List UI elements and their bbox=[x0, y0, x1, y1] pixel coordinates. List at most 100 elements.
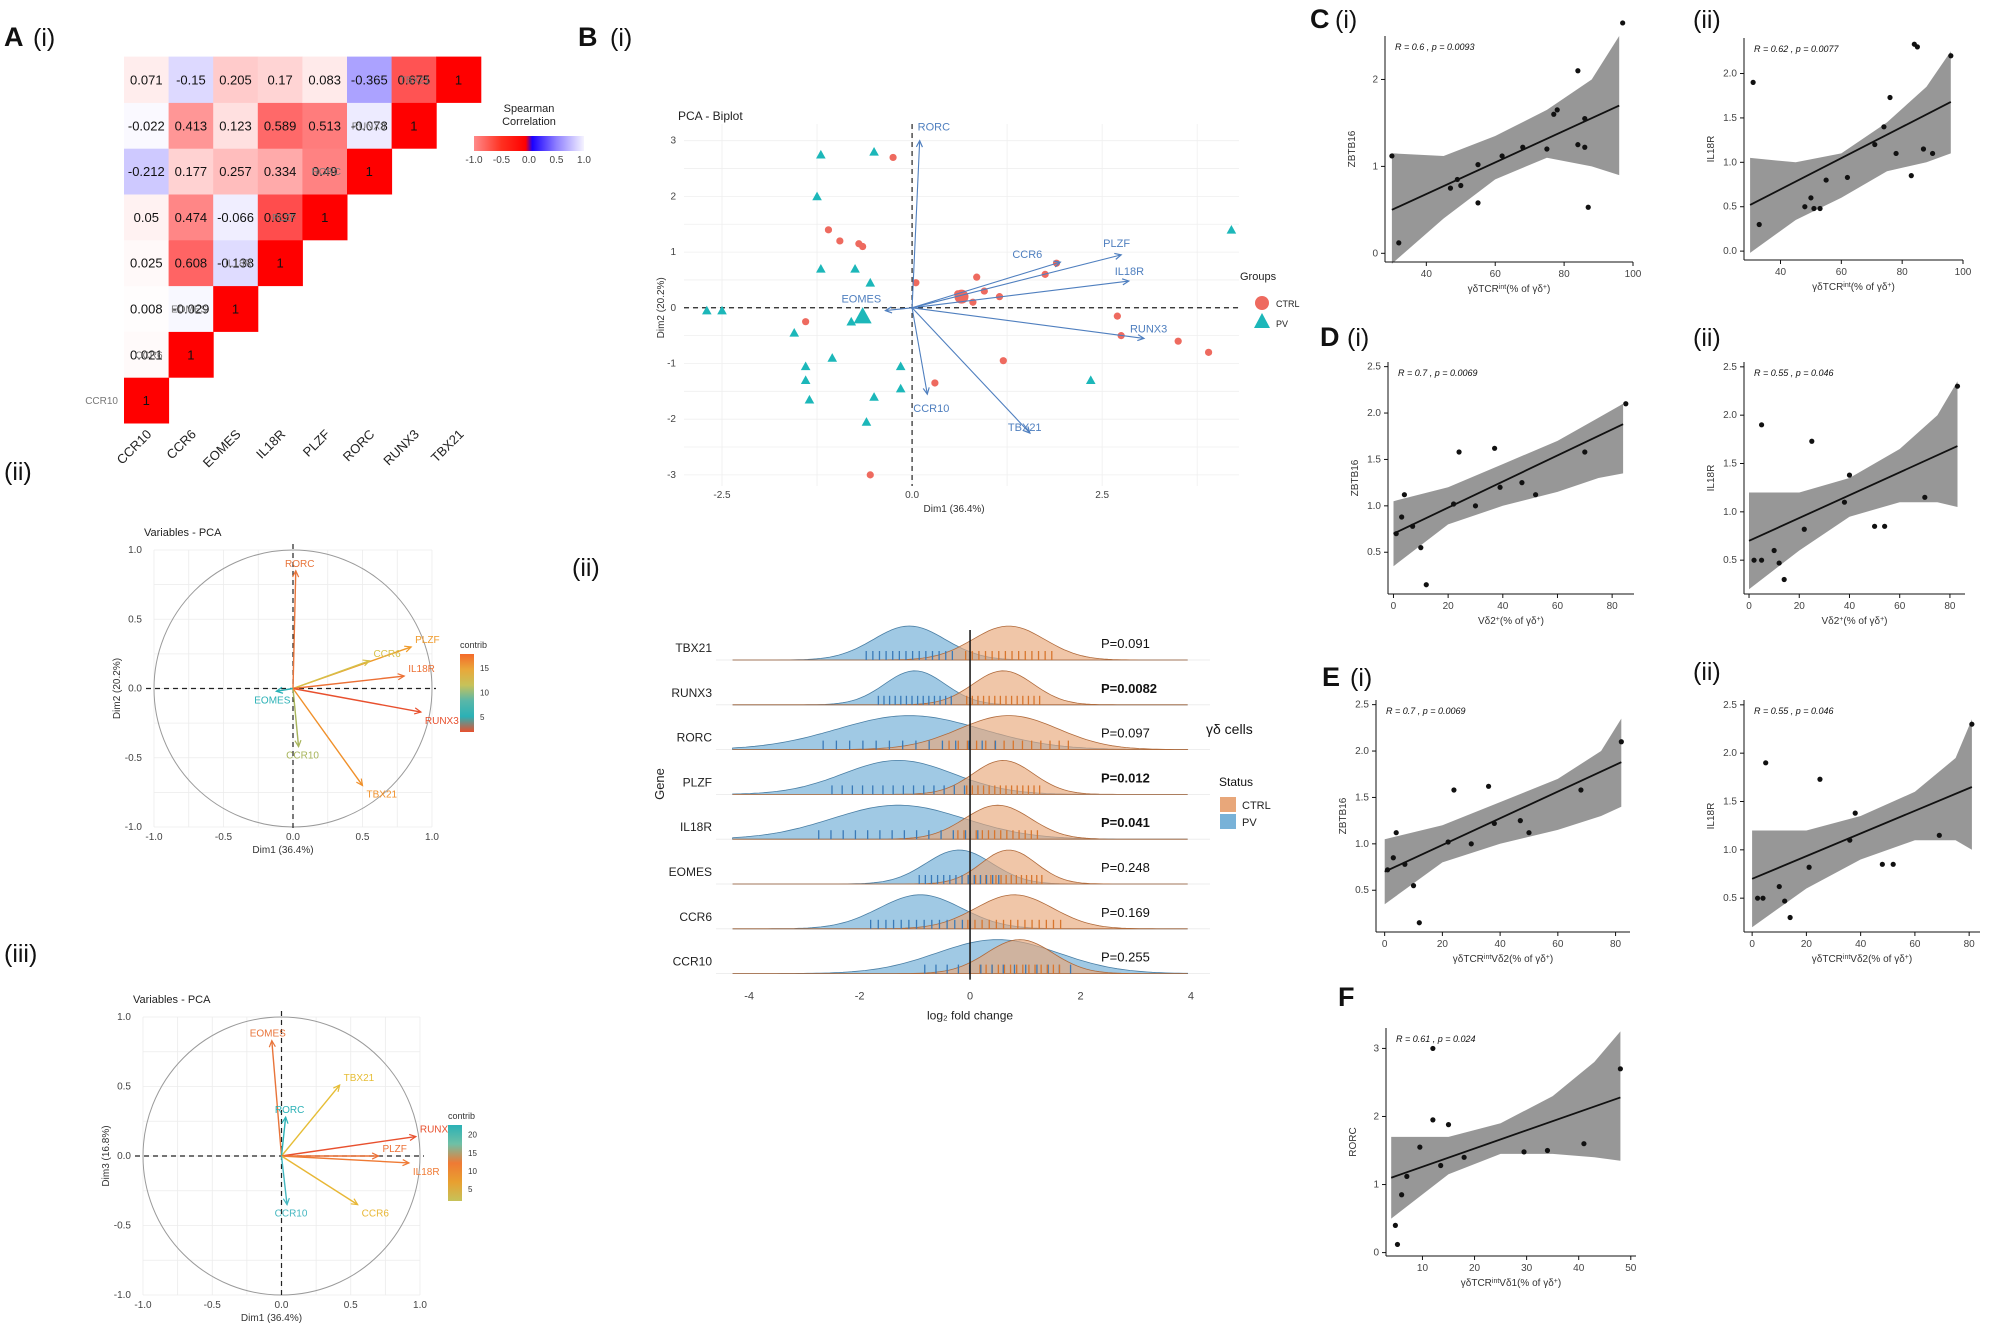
data-point bbox=[1485, 783, 1492, 789]
panel-label-E: E bbox=[1322, 662, 1340, 692]
panel-label-F: F bbox=[1338, 982, 1355, 1012]
x-tick: 60 bbox=[1552, 601, 1564, 612]
heatmap-cell-value: -0.078 bbox=[351, 118, 388, 133]
data-point bbox=[1801, 526, 1807, 532]
data-point bbox=[1872, 141, 1878, 148]
y-tick: 2.5 bbox=[1723, 700, 1737, 711]
regression-line bbox=[1393, 423, 1624, 535]
pv-point bbox=[869, 147, 879, 156]
ridge-ctrl-density bbox=[732, 804, 1188, 840]
ridge-ctrl-density bbox=[732, 670, 1188, 706]
ctrl-point bbox=[1113, 312, 1121, 320]
data-point bbox=[1817, 776, 1823, 782]
x-tick: 30 bbox=[1521, 1263, 1533, 1274]
panel-label-A: A bbox=[4, 22, 24, 52]
biplot-label: CCR10 bbox=[913, 403, 949, 415]
data-point bbox=[1969, 721, 1975, 727]
heatmap-row-label: IL18R bbox=[225, 259, 252, 270]
arrow-head bbox=[408, 1133, 418, 1141]
data-point bbox=[1787, 914, 1793, 921]
data-point bbox=[1760, 895, 1766, 901]
x-tick: 1.0 bbox=[425, 832, 439, 843]
arrow-head bbox=[922, 387, 930, 396]
heatmap-row-label: RUNX3 bbox=[352, 121, 386, 132]
heatmap-cell-value: -0.138 bbox=[217, 256, 254, 271]
data-point bbox=[1817, 205, 1823, 212]
arrow-head bbox=[362, 659, 371, 667]
data-point bbox=[1578, 787, 1584, 793]
data-point bbox=[1920, 146, 1927, 152]
heatmap-cell-value: 1 bbox=[187, 347, 194, 362]
biplot-label: RUNX3 bbox=[1130, 323, 1167, 335]
x-tick: 0 bbox=[1382, 939, 1388, 950]
y-axis-label: ZBTB16 bbox=[1338, 797, 1349, 834]
ridge-gene-label: RUNX3 bbox=[671, 686, 712, 700]
heatmap-cell bbox=[168, 194, 214, 241]
x-tick: 40 bbox=[1855, 939, 1867, 950]
y-tick: 1.5 bbox=[1723, 113, 1737, 124]
x-tick: 40 bbox=[1573, 1263, 1585, 1274]
data-point bbox=[1809, 438, 1815, 444]
heatmap-cell bbox=[168, 239, 214, 287]
heatmap-cell-value: 0.334 bbox=[264, 164, 297, 179]
heatmap-cell-value: 1 bbox=[143, 393, 150, 408]
x-tick: -1.0 bbox=[134, 1300, 152, 1311]
x-axis-label: γδTCRintVδ2(% of γδ+) bbox=[1812, 954, 1912, 966]
heatmap-cell-value: 0.083 bbox=[308, 73, 341, 88]
data-point bbox=[1519, 480, 1525, 486]
data-point bbox=[1399, 1192, 1405, 1198]
data-point bbox=[1954, 383, 1961, 389]
data-point bbox=[1754, 895, 1761, 901]
y-tick: 0.0 bbox=[1723, 246, 1737, 257]
data-point bbox=[1582, 115, 1588, 122]
data-point bbox=[1445, 1122, 1452, 1128]
pv-point bbox=[800, 361, 811, 371]
ctrl-point bbox=[802, 318, 810, 326]
data-point bbox=[1871, 523, 1878, 529]
heatmap-col-label: CCR10 bbox=[114, 427, 155, 468]
data-point bbox=[1416, 920, 1422, 926]
pv-point bbox=[816, 149, 826, 159]
loading-arrow-eomes bbox=[271, 1040, 283, 1157]
data-point bbox=[1922, 494, 1928, 500]
data-point bbox=[1575, 142, 1581, 148]
heatmap-cell bbox=[347, 148, 393, 195]
ridge-p-value: P=0.041 bbox=[1101, 815, 1150, 830]
legend-tick: 0.5 bbox=[550, 155, 564, 166]
loading-arrow-ccr10 bbox=[280, 1155, 288, 1205]
heatmap-cell-value: 0.123 bbox=[219, 118, 252, 133]
data-point bbox=[1447, 185, 1454, 191]
y-axis-label: Dim2 (20.2%) bbox=[656, 277, 667, 338]
ridgeline-plot: TBX21 P=0.091 RUNX3 P=0.0082 RORC P=0.097 PLZF… bbox=[652, 625, 1271, 1023]
x-tick: 40 bbox=[1497, 601, 1509, 612]
loading-label: PLZF bbox=[415, 635, 439, 646]
arrow-head bbox=[350, 1198, 359, 1206]
loading-label: CCR6 bbox=[373, 649, 401, 660]
x-tick: 40 bbox=[1495, 939, 1507, 950]
y-tick: 1.5 bbox=[1355, 792, 1369, 803]
data-point bbox=[1475, 162, 1481, 168]
x-tick: 0 bbox=[1391, 601, 1397, 612]
heatmap-cell bbox=[124, 56, 170, 103]
data-point bbox=[1847, 837, 1853, 843]
y-tick: -3 bbox=[667, 470, 676, 481]
y-tick: 1.0 bbox=[1355, 839, 1369, 850]
data-point bbox=[1456, 449, 1462, 455]
data-point bbox=[1430, 1117, 1436, 1123]
legend-tick: 15 bbox=[468, 1149, 477, 1158]
biplot-label: TBX21 bbox=[1008, 422, 1042, 434]
x-axis-label: γδTCRint(% of γδ+) bbox=[1468, 284, 1551, 296]
legend-key-ctrl bbox=[1220, 797, 1236, 812]
y-tick: 1 bbox=[1372, 161, 1378, 172]
heatmap-cell bbox=[213, 102, 259, 149]
y-tick: 2 bbox=[1372, 74, 1378, 85]
confidence-band bbox=[1393, 403, 1624, 567]
y-tick: 0.0 bbox=[128, 684, 142, 695]
y-axis-label: ZBTB16 bbox=[1350, 459, 1361, 496]
heatmap-cell-value: 0.697 bbox=[264, 210, 297, 225]
data-point bbox=[1544, 146, 1550, 152]
heatmap-cell bbox=[168, 102, 214, 149]
y-tick: -1.0 bbox=[125, 822, 143, 833]
loading-label: RUNX3 bbox=[420, 1125, 454, 1136]
